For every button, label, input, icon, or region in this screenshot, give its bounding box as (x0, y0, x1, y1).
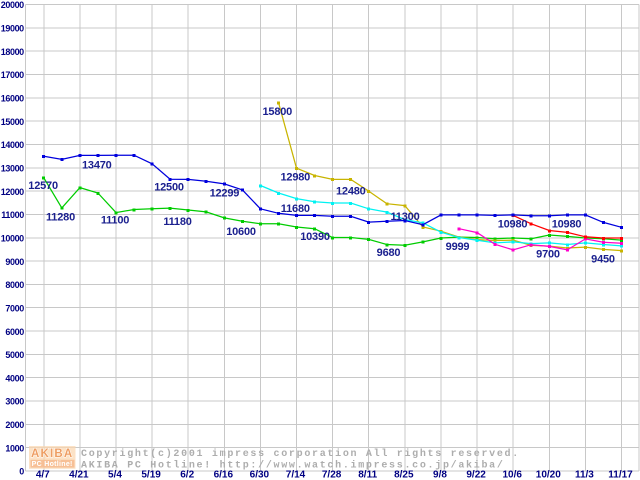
svg-text:11180: 11180 (163, 216, 191, 228)
svg-text:11680: 11680 (281, 203, 310, 215)
svg-text:5000: 5000 (5, 350, 24, 360)
svg-text:10/6: 10/6 (502, 470, 522, 480)
svg-text:9680: 9680 (377, 247, 401, 259)
svg-text:8/11: 8/11 (358, 470, 377, 480)
svg-text:9700: 9700 (536, 249, 560, 261)
svg-text:17000: 17000 (1, 70, 24, 80)
svg-text:7/14: 7/14 (286, 470, 306, 480)
svg-text:11000: 11000 (1, 210, 24, 220)
svg-text:9450: 9450 (591, 254, 615, 266)
svg-text:4000: 4000 (5, 373, 24, 383)
svg-text:AKIBA PC Hotline! http://www.: AKIBA PC Hotline! http://www.watch.impre… (81, 460, 505, 472)
svg-text:7/28: 7/28 (322, 470, 342, 480)
svg-text:10600: 10600 (226, 226, 256, 238)
svg-text:12000: 12000 (1, 187, 24, 197)
svg-text:19000: 19000 (1, 24, 24, 34)
svg-text:12500: 12500 (154, 182, 184, 194)
svg-text:12480: 12480 (336, 186, 366, 198)
svg-text:15800: 15800 (263, 106, 293, 118)
svg-text:14000: 14000 (1, 140, 24, 150)
svg-text:Copyright(c)2001 impress corpo: Copyright(c)2001 impress corporation All… (81, 448, 520, 460)
svg-text:0: 0 (19, 467, 24, 477)
svg-text:11300: 11300 (391, 211, 420, 223)
svg-text:15000: 15000 (1, 117, 24, 127)
svg-text:5/19: 5/19 (141, 470, 161, 480)
svg-text:8000: 8000 (5, 280, 24, 290)
svg-text:16000: 16000 (1, 94, 24, 104)
svg-text:6/2: 6/2 (180, 470, 194, 480)
svg-text:10390: 10390 (300, 231, 330, 243)
svg-text:11/3: 11/3 (575, 470, 594, 480)
svg-text:4/7: 4/7 (36, 470, 50, 480)
svg-text:PC Hotline!: PC Hotline! (32, 461, 73, 468)
svg-text:10980: 10980 (498, 219, 528, 231)
svg-text:12980: 12980 (281, 172, 311, 184)
svg-text:11280: 11280 (46, 212, 75, 224)
svg-text:11100: 11100 (101, 215, 129, 227)
svg-text:5/4: 5/4 (108, 470, 122, 480)
svg-text:13000: 13000 (1, 164, 24, 174)
svg-text:18000: 18000 (1, 47, 24, 57)
svg-text:4/21: 4/21 (69, 470, 89, 480)
svg-text:7000: 7000 (5, 303, 24, 313)
svg-text:1000: 1000 (5, 443, 24, 453)
svg-text:11/17: 11/17 (608, 470, 633, 480)
svg-text:9/8: 9/8 (433, 470, 447, 480)
svg-text:20000: 20000 (1, 0, 24, 10)
svg-text:13470: 13470 (82, 160, 112, 172)
svg-text:9999: 9999 (446, 241, 470, 253)
svg-text:10/20: 10/20 (536, 470, 561, 480)
svg-text:3000: 3000 (5, 397, 24, 407)
svg-text:12570: 12570 (28, 180, 58, 192)
svg-text:9000: 9000 (5, 257, 24, 267)
svg-text:10000: 10000 (1, 234, 24, 244)
svg-text:9/22: 9/22 (466, 470, 486, 480)
svg-text:AKIBA: AKIBA (31, 448, 73, 460)
svg-text:6/16: 6/16 (214, 470, 234, 480)
svg-text:12299: 12299 (210, 188, 240, 200)
svg-text:2000: 2000 (5, 420, 24, 430)
svg-text:6000: 6000 (5, 327, 24, 337)
svg-text:10980: 10980 (552, 219, 582, 231)
svg-text:8/25: 8/25 (394, 470, 414, 480)
svg-text:6/30: 6/30 (250, 470, 270, 480)
